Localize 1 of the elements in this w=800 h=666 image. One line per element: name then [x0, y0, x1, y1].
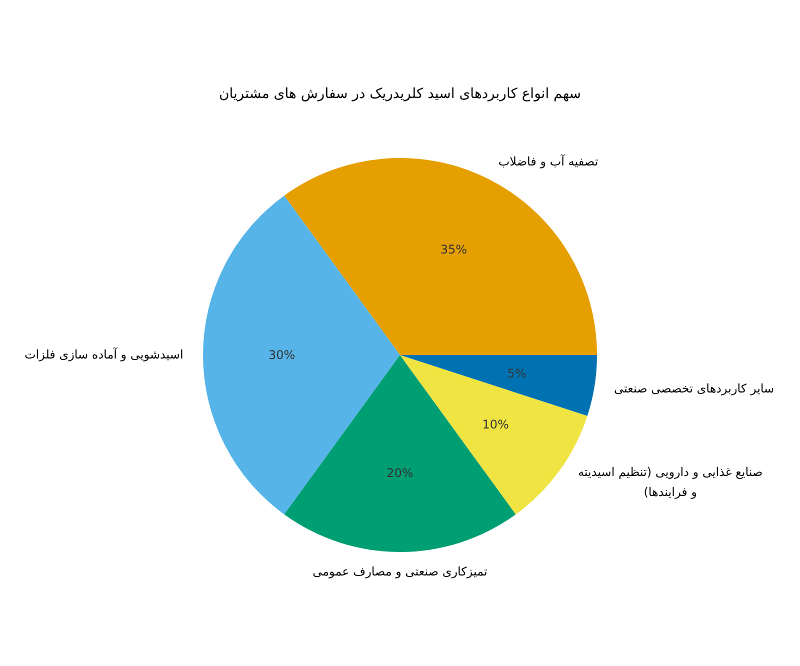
- title: سهم انواع کاربردهای اسید کلریدریک در سفارش های مشتریان: [218, 86, 582, 102]
